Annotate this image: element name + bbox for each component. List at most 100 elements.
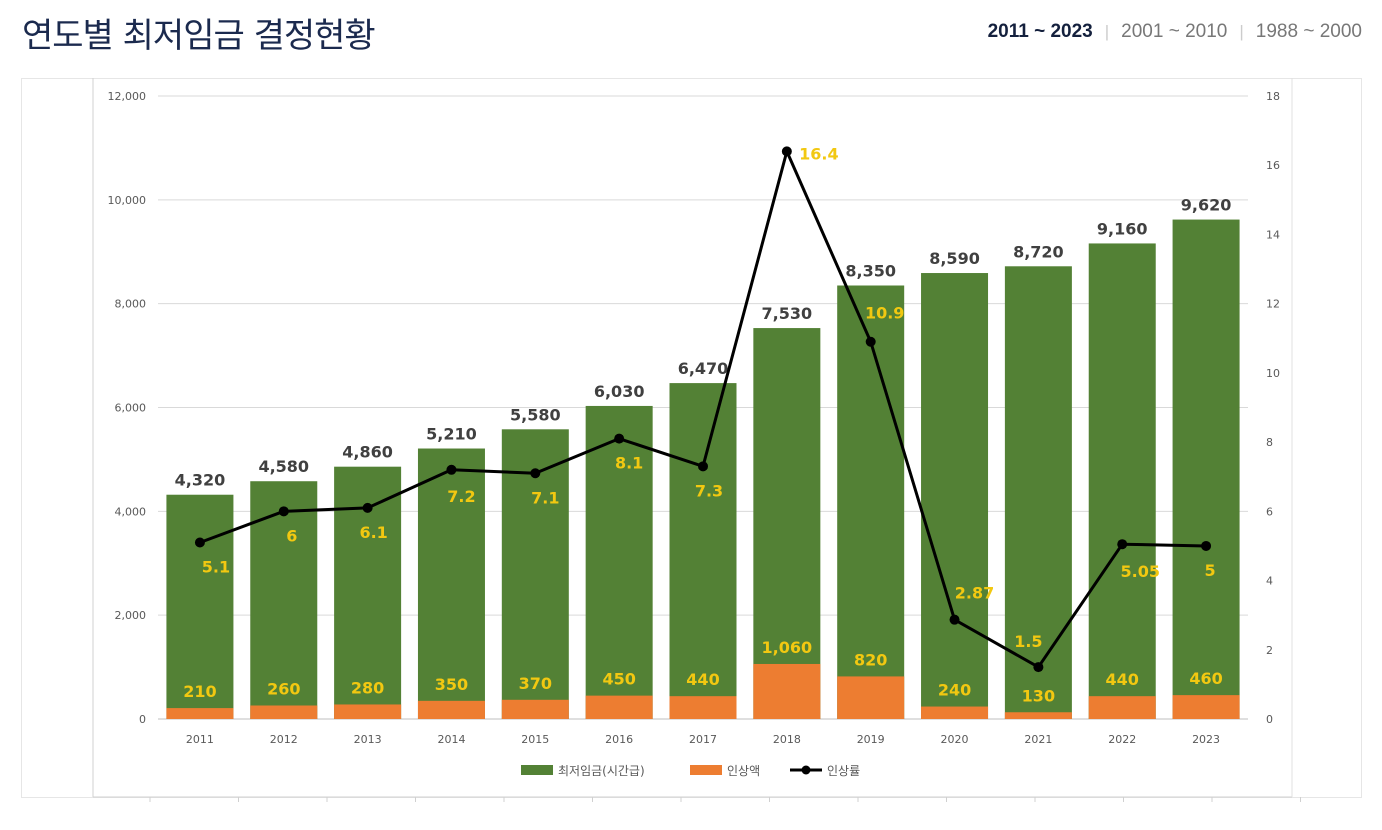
y-right-tick-label: 18 <box>1266 90 1280 103</box>
increase-bar <box>417 700 485 719</box>
rate-data-label: 5.1 <box>202 557 230 576</box>
increase-data-label: 820 <box>854 650 887 669</box>
rate-data-label: 7.1 <box>531 488 559 507</box>
wage-data-label: 6,470 <box>678 359 729 378</box>
y-left-tick-label: 6,000 <box>115 402 147 415</box>
tab-2001-2010[interactable]: 2001 ~ 2010 <box>1121 21 1228 42</box>
legend-swatch-rate-point <box>801 765 811 775</box>
increase-bar <box>501 699 569 719</box>
wage-bar <box>166 494 234 719</box>
x-tick-label: 2015 <box>521 733 549 746</box>
rate-data-label: 16.4 <box>799 144 838 163</box>
rate-point <box>362 502 373 513</box>
wage-data-label: 9,620 <box>1181 196 1232 215</box>
increase-bar <box>166 708 234 719</box>
increase-data-label: 130 <box>1022 686 1055 705</box>
increase-bar <box>921 706 989 719</box>
increase-data-label: 210 <box>183 682 216 701</box>
increase-data-label: 460 <box>1189 669 1222 688</box>
rate-data-label: 5 <box>1205 561 1216 580</box>
rate-point <box>781 146 792 157</box>
x-tick-label: 2017 <box>689 733 717 746</box>
rate-point <box>1033 662 1044 673</box>
wage-bar <box>1172 219 1240 720</box>
increase-bar <box>1172 695 1240 719</box>
y-left-tick-label: 12,000 <box>108 90 147 103</box>
y-right-tick-label: 4 <box>1266 575 1273 588</box>
x-tick-label: 2021 <box>1024 733 1052 746</box>
increase-bar <box>334 704 402 719</box>
y-left-tick-label: 0 <box>139 713 146 726</box>
tab-2011-2023[interactable]: 2011 ~ 2023 <box>987 21 1093 42</box>
rate-point <box>194 537 205 548</box>
wage-data-label: 4,580 <box>258 457 309 476</box>
x-tick-label: 2023 <box>1192 733 1220 746</box>
x-tick-label: 2013 <box>354 733 382 746</box>
increase-data-label: 1,060 <box>762 638 813 657</box>
increase-data-label: 240 <box>938 681 971 700</box>
wage-bar <box>753 328 821 719</box>
rate-point <box>1117 539 1128 550</box>
y-left-tick-label: 8,000 <box>115 298 147 311</box>
rate-point <box>698 461 708 472</box>
wage-data-label: 6,030 <box>594 382 645 401</box>
rate-data-label: 2.87 <box>955 584 994 603</box>
rate-point <box>949 614 960 625</box>
y-right-tick-label: 12 <box>1266 298 1280 311</box>
x-tick-label: 2014 <box>437 733 465 746</box>
y-left-tick-label: 2,000 <box>115 609 147 622</box>
rate-point <box>865 336 876 347</box>
wage-data-label: 8,590 <box>929 249 980 268</box>
wage-data-label: 4,320 <box>175 471 226 490</box>
x-tick-label: 2022 <box>1108 733 1136 746</box>
wage-bar <box>417 448 485 719</box>
increase-data-label: 350 <box>435 675 468 694</box>
increase-bar <box>1088 696 1156 719</box>
increase-bar <box>753 663 821 719</box>
wage-data-label: 9,160 <box>1097 219 1148 238</box>
increase-data-label: 370 <box>519 674 552 693</box>
x-tick-label: 2019 <box>857 733 885 746</box>
increase-bar <box>669 696 737 719</box>
rate-data-label: 5.05 <box>1120 562 1159 581</box>
increase-data-label: 260 <box>267 680 300 699</box>
wage-bar <box>669 383 737 719</box>
wage-data-label: 5,580 <box>510 405 561 424</box>
x-tick-label: 2012 <box>270 733 298 746</box>
increase-bar <box>1004 712 1072 719</box>
increase-bar <box>837 676 905 719</box>
x-tick-label: 2011 <box>186 733 214 746</box>
rate-data-label: 1.5 <box>1014 632 1042 651</box>
increase-data-label: 280 <box>351 678 384 697</box>
legend-label-increase: 인상액 <box>727 764 760 778</box>
wage-bar <box>1088 243 1156 719</box>
rate-point <box>530 468 541 479</box>
y-right-tick-label: 16 <box>1266 159 1280 172</box>
wage-data-label: 8,720 <box>1013 242 1064 261</box>
rate-data-label: 6 <box>286 526 297 545</box>
rate-data-label: 10.9 <box>865 304 904 323</box>
increase-data-label: 450 <box>602 670 635 689</box>
increase-bar <box>585 695 653 719</box>
legend-label-wage: 최저임금(시간급) <box>558 764 645 778</box>
wage-data-label: 5,210 <box>426 425 477 444</box>
rate-point <box>446 464 457 475</box>
wage-bar <box>837 285 905 719</box>
y-right-tick-label: 0 <box>1266 713 1273 726</box>
rate-point <box>1201 540 1212 551</box>
rate-data-label: 6.1 <box>359 523 387 542</box>
tab-divider: | <box>1104 22 1110 41</box>
legend-label-rate: 인상률 <box>827 764 860 778</box>
tab-1988-2000[interactable]: 1988 ~ 2000 <box>1255 21 1362 42</box>
y-right-tick-label: 14 <box>1266 228 1280 241</box>
increase-data-label: 440 <box>686 670 719 689</box>
period-nav: 2011 ~ 2023 | 2001 ~ 2010 | 1988 ~ 2000 <box>988 21 1362 43</box>
page-title: 연도별 최저임금 결정현황 <box>22 16 376 56</box>
y-right-tick-label: 8 <box>1266 436 1273 449</box>
y-left-tick-label: 4,000 <box>115 505 147 518</box>
rate-point <box>614 433 625 444</box>
y-right-tick-label: 2 <box>1266 644 1273 657</box>
y-left-tick-label: 10,000 <box>108 194 147 207</box>
rate-point <box>278 506 289 517</box>
